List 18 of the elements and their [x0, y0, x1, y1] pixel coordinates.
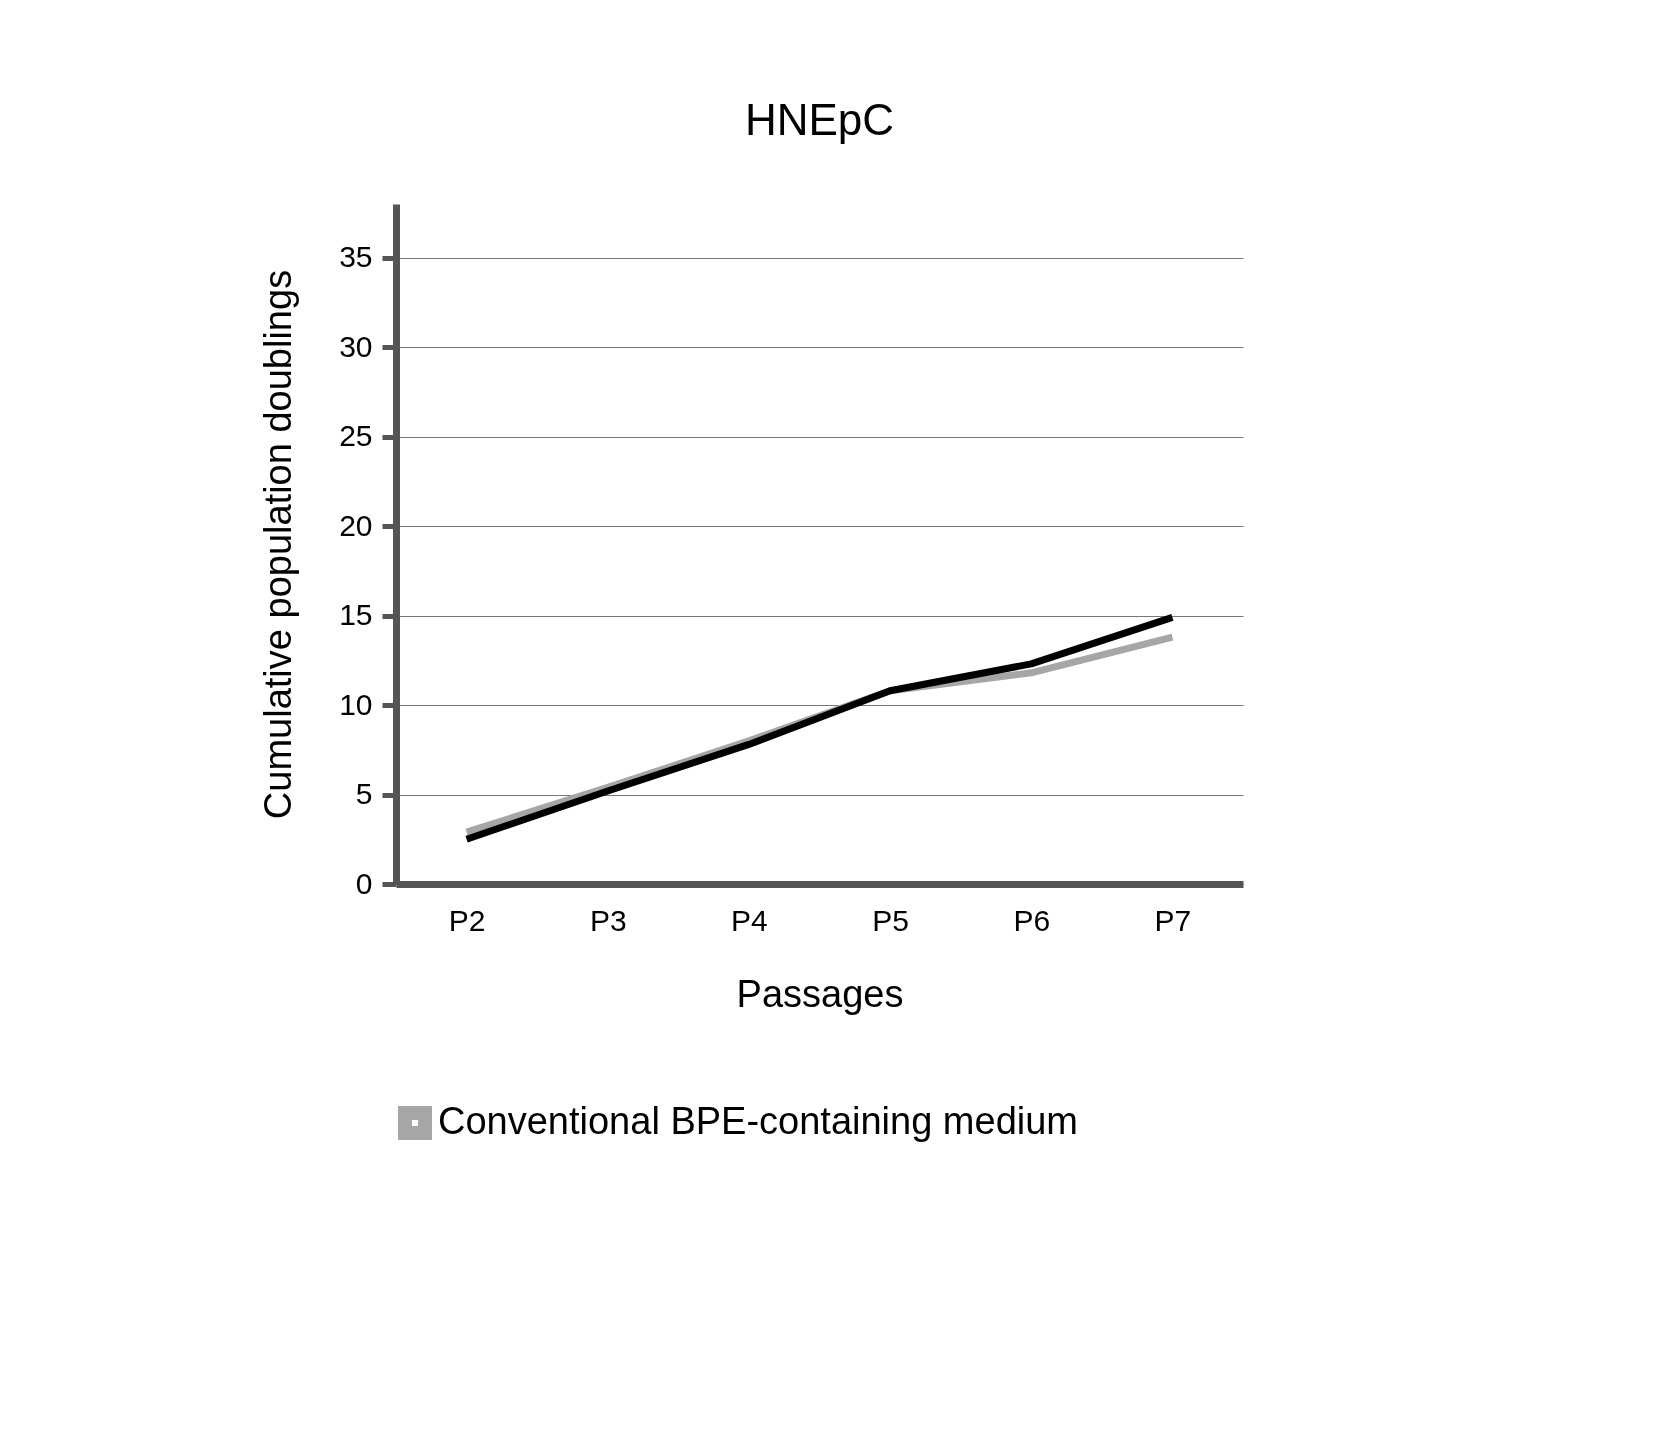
x-tick-label: P6: [1013, 903, 1051, 937]
y-tick-label: 0: [355, 866, 373, 900]
x-axis-title: Passages: [736, 972, 904, 1015]
y-tick-label: 5: [355, 777, 373, 811]
y-tick-label: 10: [339, 687, 373, 721]
y-tick-label: 25: [339, 419, 373, 453]
legend-label: Conventional BPE-containing medium: [438, 1100, 1079, 1142]
x-tick-label: P3: [589, 903, 627, 937]
x-tick-label: P4: [731, 903, 768, 937]
y-tick-label: 15: [339, 598, 373, 632]
x-tick-label: P5: [872, 903, 909, 937]
y-tick-label: 35: [339, 240, 373, 274]
x-tick-label: P7: [1154, 903, 1192, 937]
x-tick-label: P2: [448, 903, 486, 937]
chart-title: HNEpC: [744, 95, 895, 144]
y-tick-label: 20: [339, 508, 373, 542]
y-tick-label: 30: [339, 329, 373, 363]
y-axis-title: Cumulative population doublings: [257, 269, 300, 820]
